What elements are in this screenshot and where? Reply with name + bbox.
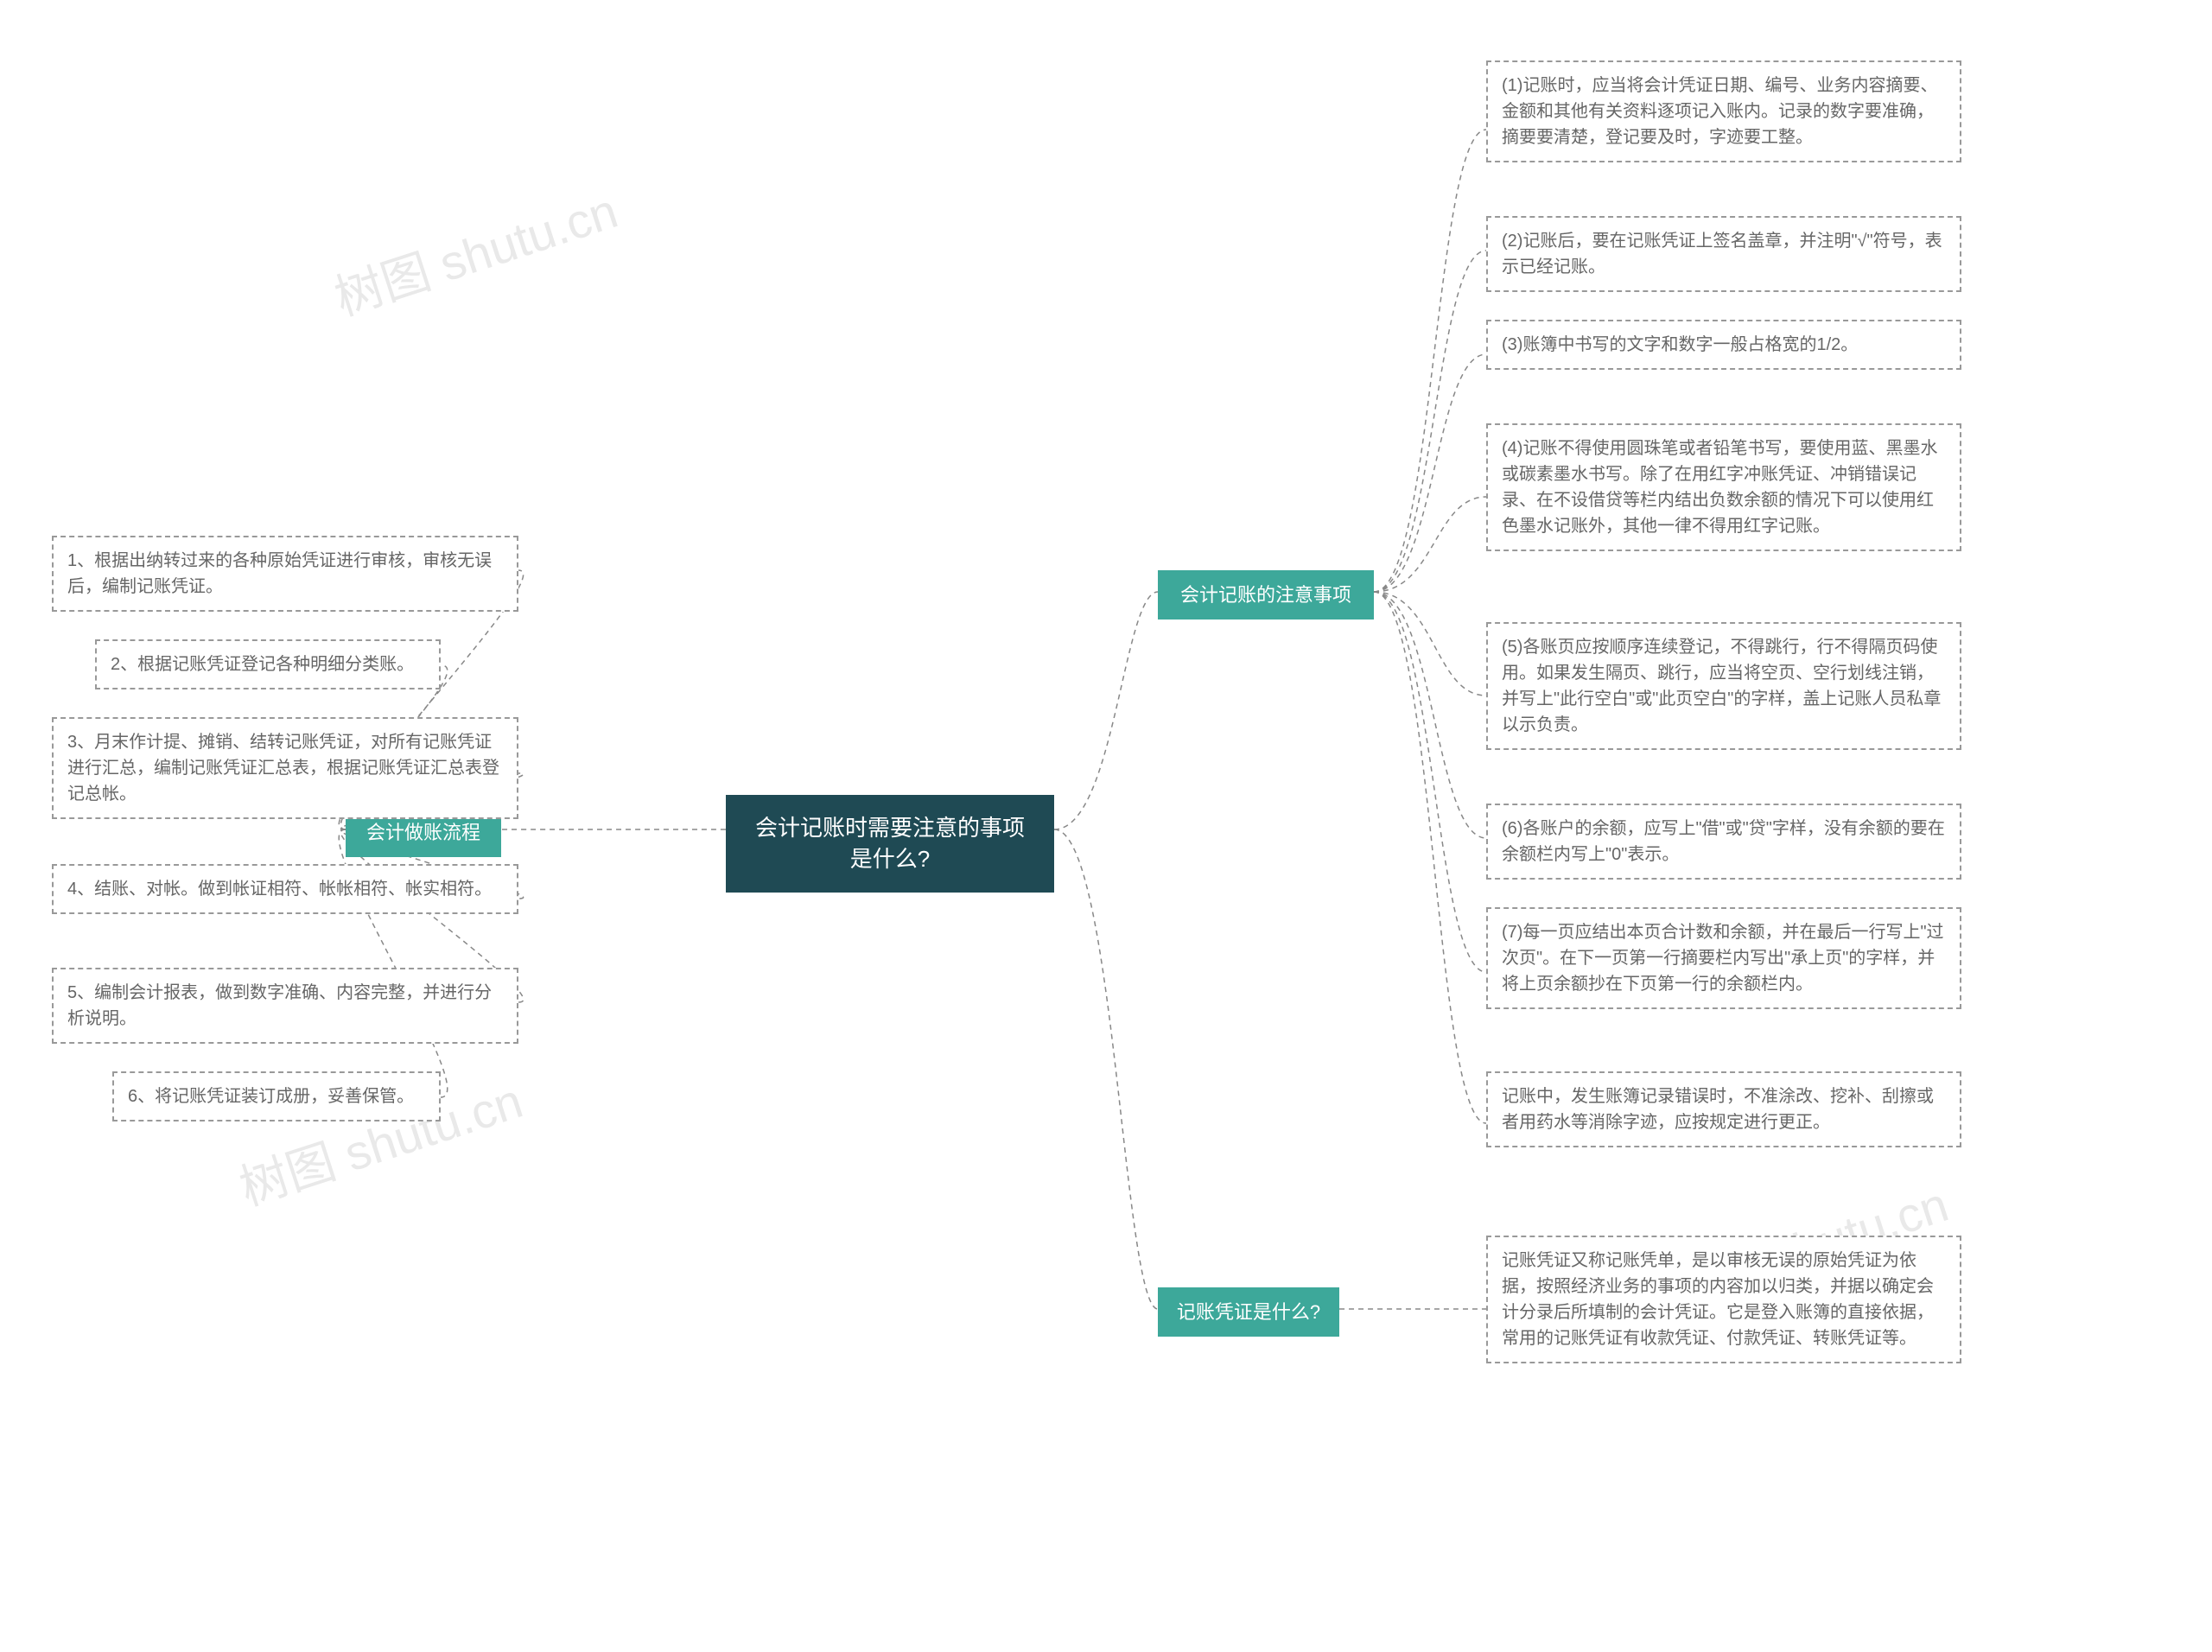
branch-voucher: 记账凭证是什么? (1158, 1287, 1339, 1337)
leaf-text: (7)每一页应结出本页合计数和余额，并在最后一行写上"过次页"。在下一页第一行摘… (1502, 923, 1944, 994)
leaf-notes-7: (7)每一页应结出本页合计数和余额，并在最后一行写上"过次页"。在下一页第一行摘… (1486, 907, 1961, 1009)
branch-label: 会计做账流程 (366, 822, 480, 843)
leaf-process-5: 5、编制会计报表，做到数字准确、内容完整，并进行分析说明。 (52, 968, 518, 1044)
leaf-process-6: 6、将记账凭证装订成册，妥善保管。 (112, 1071, 441, 1121)
leaf-notes-1: (1)记账时，应当将会计凭证日期、编号、业务内容摘要、金额和其他有关资料逐项记入… (1486, 60, 1961, 162)
watermark: 树图 shutu.cn (325, 173, 626, 330)
leaf-notes-2: (2)记账后，要在记账凭证上签名盖章，并注明"√"符号，表示已经记账。 (1486, 216, 1961, 292)
branch-notes: 会计记账的注意事项 (1158, 570, 1374, 620)
leaf-voucher-1: 记账凭证又称记账凭单，是以审核无误的原始凭证为依据，按照经济业务的事项的内容加以… (1486, 1236, 1961, 1363)
leaf-text: 记账凭证又称记账凭单，是以审核无误的原始凭证为依据，按照经济业务的事项的内容加以… (1502, 1251, 1934, 1348)
leaf-notes-6: (6)各账户的余额，应写上"借"或"贷"字样，没有余额的要在余额栏内写上"0"表… (1486, 804, 1961, 880)
leaf-process-4: 4、结账、对帐。做到帐证相符、帐帐相符、帐实相符。 (52, 864, 518, 914)
leaf-notes-8: 记账中，发生账簿记录错误时，不准涂改、挖补、刮擦或者用药水等消除字迹，应按规定进… (1486, 1071, 1961, 1147)
leaf-text: (5)各账页应按顺序连续登记，不得跳行，行不得隔页码使用。如果发生隔页、跳行，应… (1502, 638, 1941, 734)
leaf-text: 6、将记账凭证装订成册，妥善保管。 (128, 1087, 414, 1106)
root-label: 会计记账时需要注意的事项是什么? (755, 815, 1025, 872)
branch-label: 记账凭证是什么? (1177, 1301, 1320, 1323)
leaf-text: (6)各账户的余额，应写上"借"或"贷"字样，没有余额的要在余额栏内写上"0"表… (1502, 819, 1945, 864)
leaf-text: 记账中，发生账簿记录错误时，不准涂改、挖补、刮擦或者用药水等消除字迹，应按规定进… (1502, 1087, 1934, 1132)
leaf-text: (4)记账不得使用圆珠笔或者铅笔书写，要使用蓝、黑墨水或碳素墨水书写。除了在用红… (1502, 439, 1937, 536)
leaf-text: (2)记账后，要在记账凭证上签名盖章，并注明"√"符号，表示已经记账。 (1502, 232, 1942, 276)
branch-label: 会计记账的注意事项 (1180, 584, 1351, 606)
leaf-text: (1)记账时，应当将会计凭证日期、编号、业务内容摘要、金额和其他有关资料逐项记入… (1502, 76, 1937, 147)
leaf-process-2: 2、根据记账凭证登记各种明细分类账。 (95, 639, 441, 689)
leaf-process-3: 3、月末作计提、摊销、结转记账凭证，对所有记账凭证进行汇总，编制记账凭证汇总表，… (52, 717, 518, 819)
leaf-notes-4: (4)记账不得使用圆珠笔或者铅笔书写，要使用蓝、黑墨水或碳素墨水书写。除了在用红… (1486, 423, 1961, 551)
leaf-text: 4、结账、对帐。做到帐证相符、帐帐相符、帐实相符。 (67, 880, 492, 899)
leaf-text: 1、根据出纳转过来的各种原始凭证进行审核，审核无误后，编制记账凭证。 (67, 551, 492, 596)
leaf-notes-3: (3)账簿中书写的文字和数字一般占格宽的1/2。 (1486, 320, 1961, 370)
leaf-text: 3、月末作计提、摊销、结转记账凭证，对所有记账凭证进行汇总，编制记账凭证汇总表，… (67, 733, 499, 804)
leaf-text: (3)账簿中书写的文字和数字一般占格宽的1/2。 (1502, 335, 1858, 354)
leaf-process-1: 1、根据出纳转过来的各种原始凭证进行审核，审核无误后，编制记账凭证。 (52, 536, 518, 612)
leaf-text: 5、编制会计报表，做到数字准确、内容完整，并进行分析说明。 (67, 983, 492, 1028)
leaf-text: 2、根据记账凭证登记各种明细分类账。 (111, 655, 414, 674)
mindmap-root: 会计记账时需要注意的事项是什么? (726, 795, 1054, 893)
leaf-notes-5: (5)各账页应按顺序连续登记，不得跳行，行不得隔页码使用。如果发生隔页、跳行，应… (1486, 622, 1961, 750)
